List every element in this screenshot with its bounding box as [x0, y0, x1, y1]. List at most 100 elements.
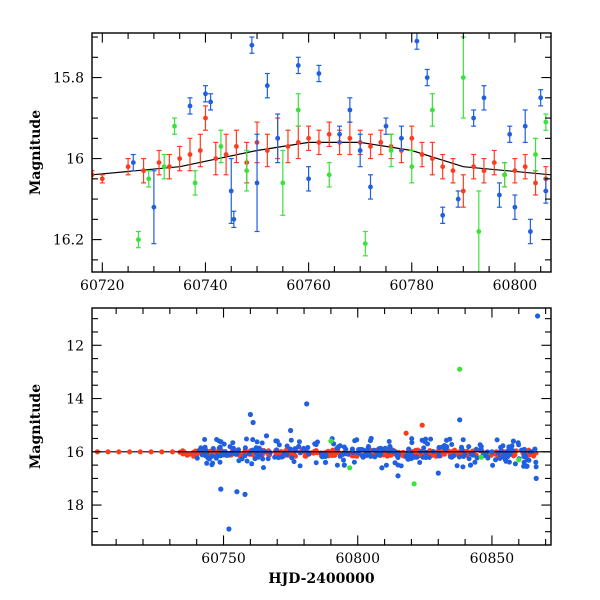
x-tick-label: 60780 — [389, 278, 434, 294]
band-point — [301, 445, 307, 451]
x-axis-label: HJD-2400000 — [268, 571, 375, 587]
data-point — [368, 184, 373, 190]
band-point — [247, 451, 252, 457]
data-point — [197, 148, 203, 153]
band-point — [272, 454, 278, 460]
band-point — [305, 445, 311, 450]
y-tick-label: 15.8 — [53, 71, 84, 87]
y-axis-label: Magnitude — [28, 384, 44, 469]
data-point — [460, 188, 466, 194]
band-point — [447, 436, 453, 442]
data-point — [424, 75, 430, 80]
band-point — [351, 459, 357, 465]
band-point — [278, 454, 284, 460]
data-point — [347, 135, 353, 141]
data-point — [457, 366, 463, 372]
data-point — [406, 446, 412, 452]
band-point — [296, 439, 302, 445]
data-point — [522, 123, 528, 129]
band-point — [260, 456, 266, 462]
band-point — [352, 438, 358, 444]
data-point — [177, 156, 183, 162]
data-point — [357, 148, 363, 153]
data-point — [304, 401, 310, 407]
band-point — [512, 461, 518, 467]
band-point — [515, 440, 521, 446]
band-point — [449, 442, 455, 447]
data-point — [383, 123, 389, 129]
band-point — [341, 457, 346, 463]
band-point — [289, 455, 295, 461]
data-point — [347, 465, 353, 471]
data-point — [478, 454, 484, 460]
data-point — [226, 526, 232, 532]
data-point — [169, 449, 176, 455]
band-point — [382, 445, 388, 451]
data-point — [411, 481, 417, 487]
data-point — [316, 140, 322, 145]
band-point — [288, 437, 294, 443]
data-point — [218, 486, 224, 492]
data-point — [127, 449, 133, 455]
band-point — [250, 437, 256, 443]
band-point — [494, 437, 500, 443]
data-point — [460, 75, 466, 80]
band-point — [291, 459, 297, 465]
data-point — [296, 443, 302, 450]
band-point — [392, 460, 398, 466]
data-point — [208, 99, 214, 105]
data-point — [228, 188, 234, 194]
plot-frame — [91, 32, 552, 273]
band-point — [334, 462, 340, 468]
data-point — [440, 212, 446, 218]
band-point — [484, 453, 490, 459]
band-point — [460, 437, 466, 443]
y-tick-label: 18 — [66, 498, 84, 514]
data-point — [275, 135, 281, 141]
data-point — [306, 176, 311, 182]
band-point — [405, 455, 411, 461]
data-point — [141, 168, 147, 174]
band-point — [456, 454, 462, 460]
data-point — [430, 107, 435, 113]
data-point — [481, 95, 487, 101]
band-point — [417, 460, 423, 465]
trend-line — [92, 141, 551, 176]
data-point — [399, 135, 404, 141]
data-point — [280, 180, 286, 186]
data-point — [512, 168, 518, 174]
band-point — [297, 463, 303, 469]
data-point — [457, 417, 463, 423]
x-tick-label: 60800 — [493, 278, 538, 294]
x-tick-label: 60720 — [80, 278, 125, 294]
band-point — [230, 440, 236, 446]
band-point — [521, 446, 527, 452]
data-point — [223, 152, 229, 157]
band-point — [202, 437, 208, 442]
data-point — [249, 42, 255, 48]
band-point — [284, 452, 290, 458]
band-point — [276, 442, 282, 448]
data-point — [419, 152, 425, 157]
data-point — [409, 135, 415, 141]
data-point — [264, 148, 270, 153]
data-point — [419, 422, 425, 428]
data-point — [455, 196, 461, 202]
data-point — [502, 457, 508, 463]
data-point — [264, 83, 270, 89]
band-point — [306, 450, 311, 456]
band-point — [421, 445, 427, 451]
band-point — [533, 459, 539, 465]
band-point — [493, 457, 498, 463]
data-point — [528, 229, 533, 234]
data-point — [326, 172, 332, 178]
band-point — [239, 456, 245, 462]
data-point — [156, 160, 162, 166]
data-point — [242, 491, 248, 497]
data-point — [136, 237, 141, 243]
band-point — [244, 458, 250, 464]
data-point — [137, 449, 143, 455]
band-point — [249, 461, 255, 467]
y-tick-label: 14 — [66, 392, 84, 408]
